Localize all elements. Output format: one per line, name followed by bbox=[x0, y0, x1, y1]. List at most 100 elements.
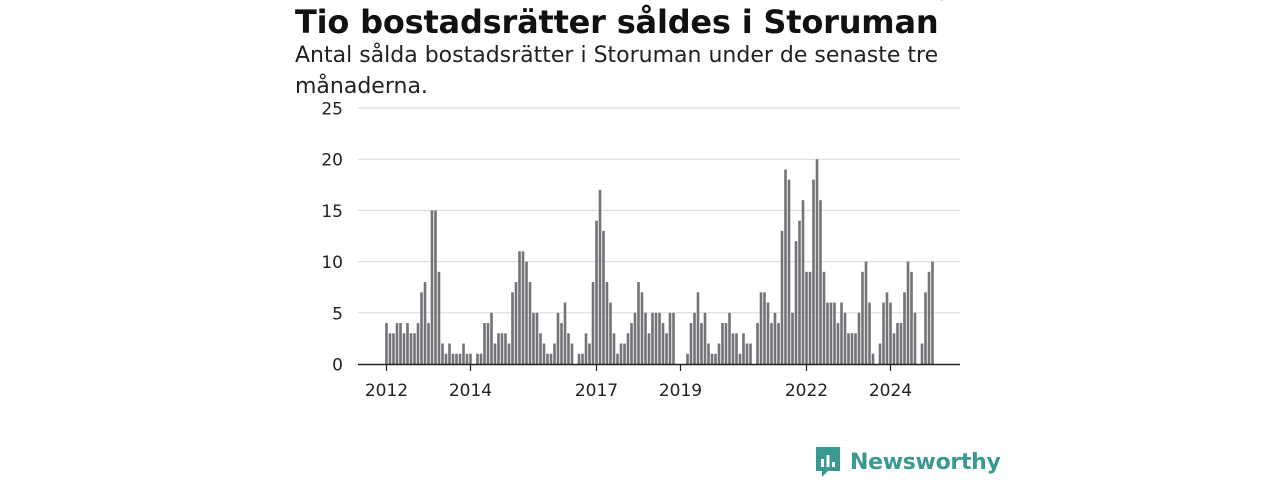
labels: 0 5 10 15 20 25 2012 2014 2017 2019 2022 2024 10 bbox=[321, 0, 947, 401]
bar bbox=[756, 323, 759, 364]
bar bbox=[605, 282, 609, 364]
bar bbox=[427, 323, 430, 364]
bar bbox=[567, 333, 570, 364]
bar bbox=[759, 292, 763, 364]
bar bbox=[553, 343, 556, 364]
bar bbox=[791, 312, 794, 364]
bar bbox=[728, 312, 731, 364]
bar bbox=[906, 261, 910, 364]
newsworthy-logo: Newsworthy bbox=[814, 445, 1001, 479]
bar bbox=[871, 353, 875, 364]
bar bbox=[626, 333, 630, 364]
bar bbox=[703, 312, 707, 364]
bar bbox=[672, 312, 675, 364]
newsworthy-logo-text: Newsworthy bbox=[850, 449, 1001, 475]
bar bbox=[612, 333, 616, 364]
bar bbox=[745, 343, 749, 364]
bar bbox=[640, 292, 644, 364]
bar bbox=[847, 333, 850, 364]
highlight-value-label: 10 bbox=[925, 0, 948, 5]
bar bbox=[448, 343, 451, 364]
bar bbox=[479, 353, 483, 364]
bar bbox=[773, 312, 777, 364]
bar bbox=[787, 179, 791, 364]
bar bbox=[836, 323, 840, 364]
bar bbox=[493, 343, 497, 364]
bar bbox=[763, 292, 766, 364]
bar bbox=[434, 210, 437, 364]
bar bbox=[738, 353, 742, 364]
bar bbox=[850, 333, 854, 364]
bars bbox=[385, 159, 934, 364]
bar bbox=[630, 323, 633, 364]
bar bbox=[696, 292, 700, 364]
bar bbox=[731, 333, 735, 364]
bar bbox=[913, 312, 917, 364]
bar bbox=[651, 312, 654, 364]
bar bbox=[892, 333, 896, 364]
newsworthy-logo-icon bbox=[816, 447, 840, 477]
bar bbox=[546, 353, 549, 364]
bar bbox=[654, 312, 658, 364]
bar bbox=[563, 302, 567, 364]
y-tick-label: 5 bbox=[332, 304, 343, 324]
bar bbox=[430, 210, 434, 364]
bar bbox=[920, 343, 924, 364]
x-tick-label: 2022 bbox=[785, 381, 828, 401]
bar bbox=[861, 271, 864, 364]
bar bbox=[420, 292, 423, 364]
bar bbox=[819, 200, 822, 364]
bar bbox=[903, 292, 906, 364]
bar bbox=[584, 333, 588, 364]
bar bbox=[780, 230, 784, 364]
bar bbox=[843, 312, 847, 364]
bar bbox=[525, 261, 528, 364]
bar bbox=[822, 271, 826, 364]
y-tick-label: 25 bbox=[321, 100, 343, 120]
bar bbox=[710, 353, 714, 364]
x-tick-label: 2024 bbox=[869, 381, 912, 401]
bar bbox=[500, 333, 504, 364]
bar bbox=[469, 353, 472, 364]
y-tick-label: 0 bbox=[332, 356, 343, 376]
bar bbox=[539, 333, 542, 364]
bar bbox=[392, 333, 395, 364]
bar bbox=[637, 282, 640, 364]
bar bbox=[833, 302, 836, 364]
bar bbox=[927, 271, 931, 364]
bar bbox=[542, 343, 546, 364]
bar bbox=[399, 323, 402, 364]
bar bbox=[647, 333, 651, 364]
bar bbox=[465, 353, 469, 364]
bar bbox=[619, 343, 623, 364]
bar bbox=[889, 302, 892, 364]
bar bbox=[735, 333, 738, 364]
x-tick-label: 2019 bbox=[659, 381, 702, 401]
bar bbox=[623, 343, 626, 364]
bar bbox=[423, 282, 427, 364]
bar bbox=[490, 312, 493, 364]
bar bbox=[714, 353, 717, 364]
bar bbox=[560, 323, 563, 364]
x-tick-label: 2014 bbox=[449, 381, 492, 401]
bar bbox=[441, 343, 444, 364]
bar bbox=[829, 302, 833, 364]
bar bbox=[885, 292, 889, 364]
bar bbox=[801, 200, 805, 364]
bar bbox=[598, 189, 602, 364]
bar bbox=[707, 343, 710, 364]
bar bbox=[581, 353, 584, 364]
bar bbox=[899, 323, 903, 364]
bar bbox=[486, 323, 490, 364]
bar bbox=[514, 282, 518, 364]
bar bbox=[770, 323, 773, 364]
bar bbox=[724, 323, 728, 364]
bar bbox=[511, 292, 514, 364]
bar bbox=[878, 343, 882, 364]
bar bbox=[812, 179, 815, 364]
page-title: Tio bostadsrätter såldes i Storuman bbox=[295, 3, 939, 41]
bar bbox=[784, 169, 787, 364]
bar bbox=[805, 271, 808, 364]
bar bbox=[633, 312, 637, 364]
